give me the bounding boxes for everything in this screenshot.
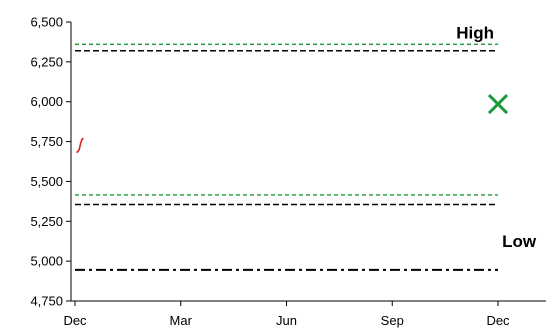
reference-lines xyxy=(75,43,498,271)
y-tick-label: 4,750 xyxy=(30,294,63,309)
x-tick-label: Mar xyxy=(170,313,193,328)
target-marker-stroke xyxy=(487,94,509,115)
annotation-high: High xyxy=(456,24,494,43)
price-series xyxy=(76,137,84,154)
y-tick-label: 6,500 xyxy=(30,15,63,30)
annotation-low: Low xyxy=(502,232,537,251)
price-line xyxy=(76,137,84,154)
x-tick-label: Jun xyxy=(276,313,297,328)
y-tick-label: 5,000 xyxy=(30,254,63,269)
x-tick-label: Dec xyxy=(486,313,510,328)
y-ticks: 4,750 5,000 5,250 5,500 5,750 6,000 6,250 6,500 xyxy=(30,15,71,309)
x-tick-label: Dec xyxy=(63,313,87,328)
y-tick-label: 5,500 xyxy=(30,174,63,189)
x-ticks: Dec Mar Jun Sep Dec xyxy=(63,301,510,328)
y-tick-label: 5,250 xyxy=(30,214,63,229)
y-tick-label: 6,000 xyxy=(30,94,63,109)
x-tick-label: Sep xyxy=(381,313,404,328)
target-marker xyxy=(487,94,509,115)
y-tick-label: 5,750 xyxy=(30,134,63,149)
y-tick-label: 6,250 xyxy=(30,54,63,69)
annotations: High Low xyxy=(456,24,537,251)
axes xyxy=(70,22,546,302)
